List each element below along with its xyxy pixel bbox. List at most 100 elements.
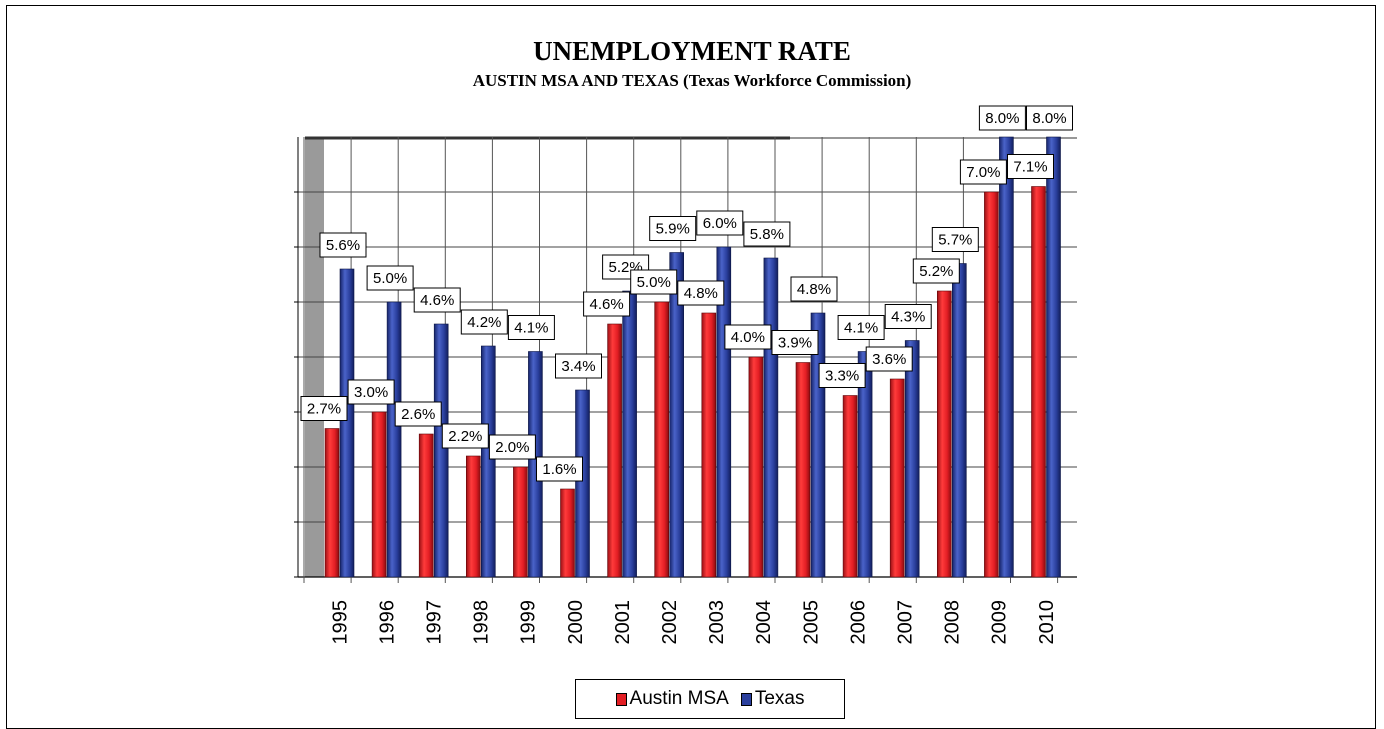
bar-texas	[669, 252, 685, 578]
data-label-texas-box	[884, 304, 932, 329]
x-tick-label: 2001	[612, 600, 634, 645]
x-tick-label: 1996	[376, 600, 398, 645]
x-tick-label: 1999	[518, 600, 540, 645]
data-label-austin-group: 5.2%	[912, 258, 960, 284]
data-label-austin-group: 3.6%	[865, 346, 913, 372]
x-tick-label: 2008	[942, 600, 964, 645]
data-label-austin-group: 1.6%	[536, 456, 583, 482]
legend: Austin MSA Texas	[575, 679, 845, 719]
bar-austin	[842, 395, 858, 578]
data-label-austin: 1.6%	[542, 461, 576, 478]
data-label-austin: 3.0%	[354, 384, 388, 401]
bar-austin	[936, 290, 952, 578]
x-tick-label: 2002	[659, 600, 681, 645]
x-tick-label: 1995	[329, 600, 351, 645]
data-label-austin: 2.6%	[401, 406, 435, 423]
data-label-texas: 8.0%	[1032, 110, 1066, 127]
data-label-texas-box	[1026, 105, 1073, 131]
data-label-texas-group: 5.7%	[931, 227, 979, 252]
data-label-austin: 2.7%	[307, 400, 341, 417]
data-label-austin-group: 7.1%	[1007, 154, 1054, 179]
data-label-texas: 5.0%	[373, 270, 407, 287]
data-label-texas-box	[555, 353, 602, 379]
data-label-austin-group: 2.2%	[441, 423, 489, 449]
data-label-texas: 6.0%	[703, 215, 737, 232]
data-label-austin-box	[488, 434, 536, 460]
bar-texas	[622, 290, 637, 578]
data-label-texas-group: 5.6%	[319, 232, 367, 258]
data-label-texas-group: 5.9%	[649, 216, 697, 241]
x-tick-label: 2005	[800, 600, 822, 645]
data-label-texas: 5.8%	[750, 226, 784, 243]
data-label-austin: 7.0%	[966, 164, 1000, 181]
data-label-austin: 7.1%	[1013, 158, 1047, 175]
data-label-texas-group: 4.6%	[413, 287, 461, 313]
data-label-austin: 4.8%	[684, 285, 718, 302]
data-label-texas-group: 5.0%	[366, 265, 414, 291]
bar-austin	[701, 312, 717, 578]
data-label-texas: 4.1%	[514, 319, 548, 336]
data-label-austin-box	[300, 396, 348, 421]
data-label-austin-box	[394, 401, 442, 427]
bar-texas	[386, 301, 402, 578]
data-label-texas-box	[649, 216, 697, 241]
legend-swatch-austin	[615, 692, 627, 706]
x-tick-label: 2003	[706, 600, 728, 645]
bar-texas	[575, 389, 590, 578]
bar-texas	[951, 263, 967, 578]
bar-austin	[654, 301, 670, 578]
bar-austin	[513, 466, 528, 578]
data-label-austin-group: 7.0%	[959, 159, 1007, 185]
bar-austin	[795, 362, 811, 578]
data-label-texas-group: 4.1%	[507, 315, 555, 340]
bar-austin	[465, 455, 481, 578]
data-label-texas-box	[602, 254, 650, 280]
legend-item-texas: Texas	[740, 688, 804, 710]
bar-austin	[748, 356, 764, 578]
bar-austin	[560, 488, 575, 578]
data-label-texas-box	[837, 315, 885, 340]
data-label-austin-group: 4.0%	[724, 324, 772, 350]
data-label-austin-box	[347, 379, 395, 405]
data-label-austin-box	[1007, 154, 1054, 179]
data-label-texas-group: 4.2%	[460, 309, 508, 335]
data-label-texas: 5.9%	[656, 220, 690, 237]
bar-texas	[339, 268, 355, 578]
data-label-texas-box	[790, 276, 838, 302]
data-label-austin-box	[771, 330, 819, 355]
bar-texas	[763, 257, 779, 578]
data-label-austin-box	[441, 423, 489, 449]
data-label-austin-group: 2.0%	[488, 434, 536, 460]
x-tick-label: 2007	[894, 600, 916, 645]
data-label-austin-group: 5.0%	[630, 269, 678, 295]
data-label-texas-box	[366, 265, 414, 291]
data-label-texas: 4.6%	[420, 292, 454, 309]
bar-texas	[433, 323, 449, 578]
data-label-austin-box	[818, 363, 866, 388]
data-label-texas-group: 5.8%	[743, 221, 791, 247]
data-label-texas: 4.2%	[467, 314, 501, 331]
data-label-texas-box	[743, 221, 791, 247]
data-label-austin-group: 3.9%	[771, 330, 819, 355]
data-label-austin-group: 4.6%	[583, 291, 631, 317]
bar-texas	[904, 340, 920, 578]
data-label-texas-group: 6.0%	[696, 210, 744, 236]
data-label-texas: 5.7%	[938, 231, 972, 248]
data-label-austin: 3.9%	[778, 334, 812, 351]
data-label-texas-box	[460, 309, 508, 335]
data-label-austin-box	[959, 159, 1007, 185]
data-label-texas-group: 4.1%	[837, 315, 885, 340]
x-tick-label: 1997	[423, 600, 445, 645]
data-label-texas: 4.3%	[891, 308, 925, 325]
data-label-texas: 3.4%	[561, 358, 595, 375]
data-label-austin: 3.6%	[872, 351, 906, 368]
data-label-austin: 4.6%	[589, 296, 623, 313]
data-label-texas-group: 4.8%	[790, 276, 838, 302]
data-label-texas: 4.8%	[797, 281, 831, 298]
bar-austin	[418, 433, 434, 578]
data-label-austin-group: 2.7%	[300, 396, 348, 421]
data-label-austin: 5.2%	[919, 263, 953, 280]
data-label-austin-box	[865, 346, 913, 372]
chart-title: UNEMPLOYMENT RATE	[533, 36, 851, 66]
